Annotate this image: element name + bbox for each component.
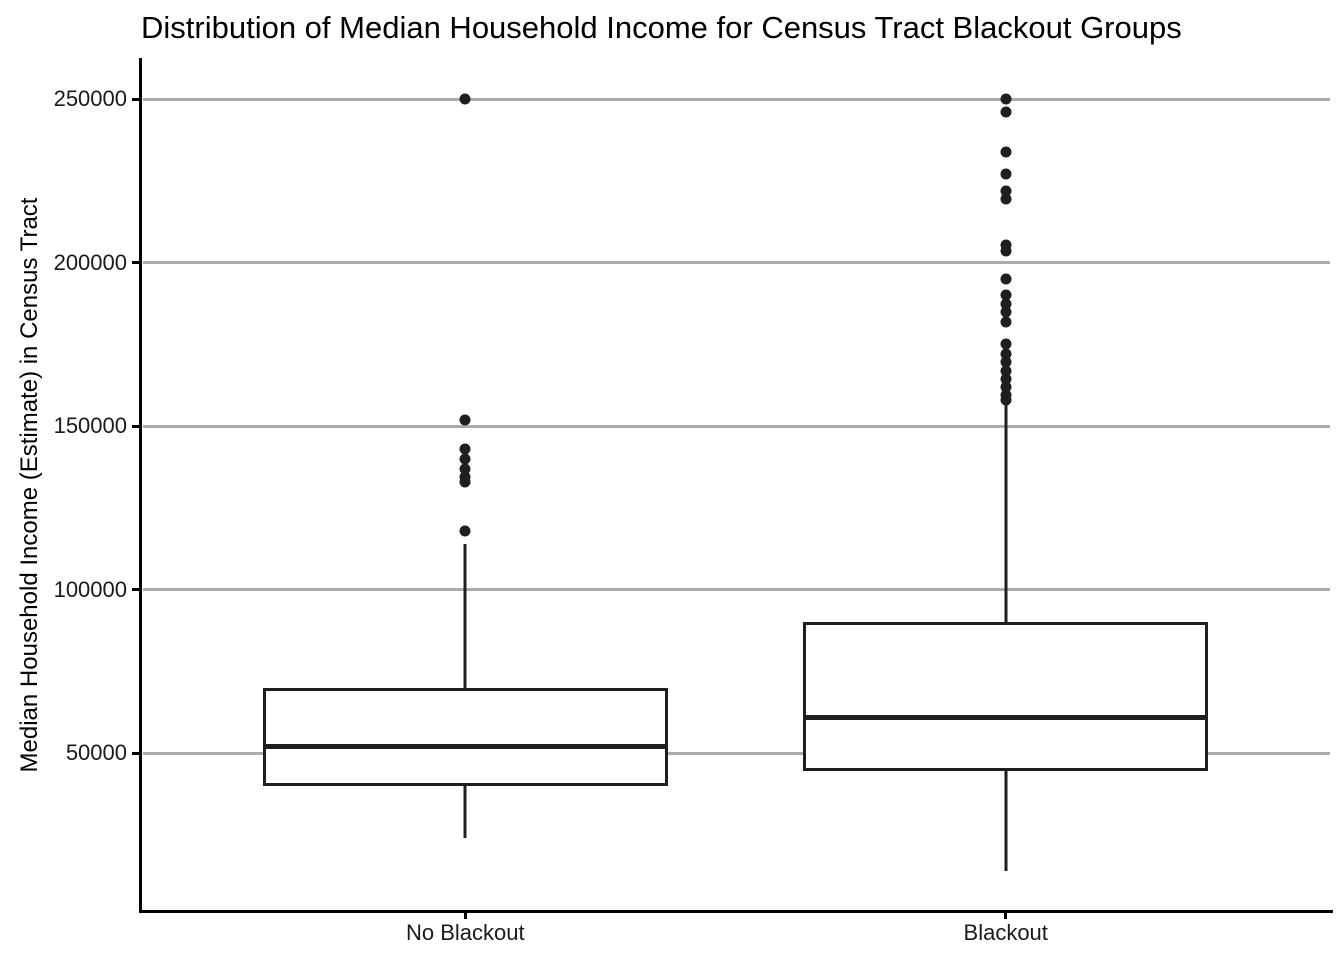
outlier-dot: [1000, 273, 1012, 285]
y-tick-label: 250000: [53, 86, 127, 112]
x-tick-label: No Blackout: [405, 920, 525, 945]
outlier-dot: [459, 525, 471, 537]
x-axis-tick: [1004, 910, 1008, 919]
gridline: [143, 97, 1330, 101]
y-tick-label: 100000: [53, 576, 127, 602]
outlier-dot: [1000, 316, 1012, 328]
y-axis-tick: [132, 751, 141, 755]
x-axis-line: [139, 910, 1333, 913]
y-tick-label: 150000: [53, 413, 127, 439]
lower-whisker: [1004, 771, 1008, 871]
upper-whisker: [463, 543, 467, 688]
lower-whisker: [463, 785, 467, 839]
gridline: [143, 588, 1330, 592]
outlier-dot: [459, 453, 471, 465]
y-axis-line: [139, 58, 142, 913]
outlier-dot: [1000, 193, 1012, 205]
y-axis-tick: [132, 261, 141, 265]
outlier-dot: [1000, 389, 1012, 401]
outlier-dot: [459, 463, 471, 475]
outlier-dot: [1000, 381, 1012, 393]
x-tick-label: Blackout: [963, 920, 1048, 945]
outlier-dot: [1000, 239, 1012, 251]
chart-title: Distribution of Median Household Income …: [141, 10, 1182, 45]
median-line: [803, 714, 1209, 720]
outlier-dot: [1000, 306, 1012, 318]
y-tick-label: 50000: [65, 740, 127, 766]
box-iqr: [803, 622, 1209, 772]
outlier-dot: [459, 443, 471, 455]
y-axis-tick: [132, 588, 141, 592]
outlier-dot: [459, 471, 471, 483]
upper-whisker: [1004, 403, 1008, 623]
gridline: [143, 424, 1330, 428]
y-axis-tick: [132, 97, 141, 101]
outlier-dot: [1000, 289, 1012, 301]
median-line: [262, 744, 668, 750]
outlier-dot: [1000, 93, 1012, 105]
outlier-dot: [1000, 348, 1012, 360]
box-iqr: [262, 687, 668, 786]
gridline: [143, 751, 1330, 755]
outlier-dot: [1000, 365, 1012, 377]
outlier-dot: [1000, 338, 1012, 350]
outlier-dot: [1000, 146, 1012, 158]
y-axis-title-text: Median Household Income (Estimate) in Ce…: [16, 197, 43, 773]
x-axis-tick: [463, 910, 467, 919]
outlier-dot: [459, 93, 471, 105]
outlier-dot: [1000, 168, 1012, 180]
outlier-dot: [1000, 106, 1012, 118]
outlier-dot: [1000, 373, 1012, 385]
gridline: [143, 261, 1330, 265]
outlier-dot: [459, 414, 471, 426]
outlier-dot: [1000, 245, 1012, 257]
outlier-dot: [1000, 185, 1012, 197]
outlier-dot: [1000, 298, 1012, 310]
outlier-dot: [1000, 356, 1012, 368]
y-axis-tick: [132, 424, 141, 428]
y-tick-label: 200000: [53, 249, 127, 275]
